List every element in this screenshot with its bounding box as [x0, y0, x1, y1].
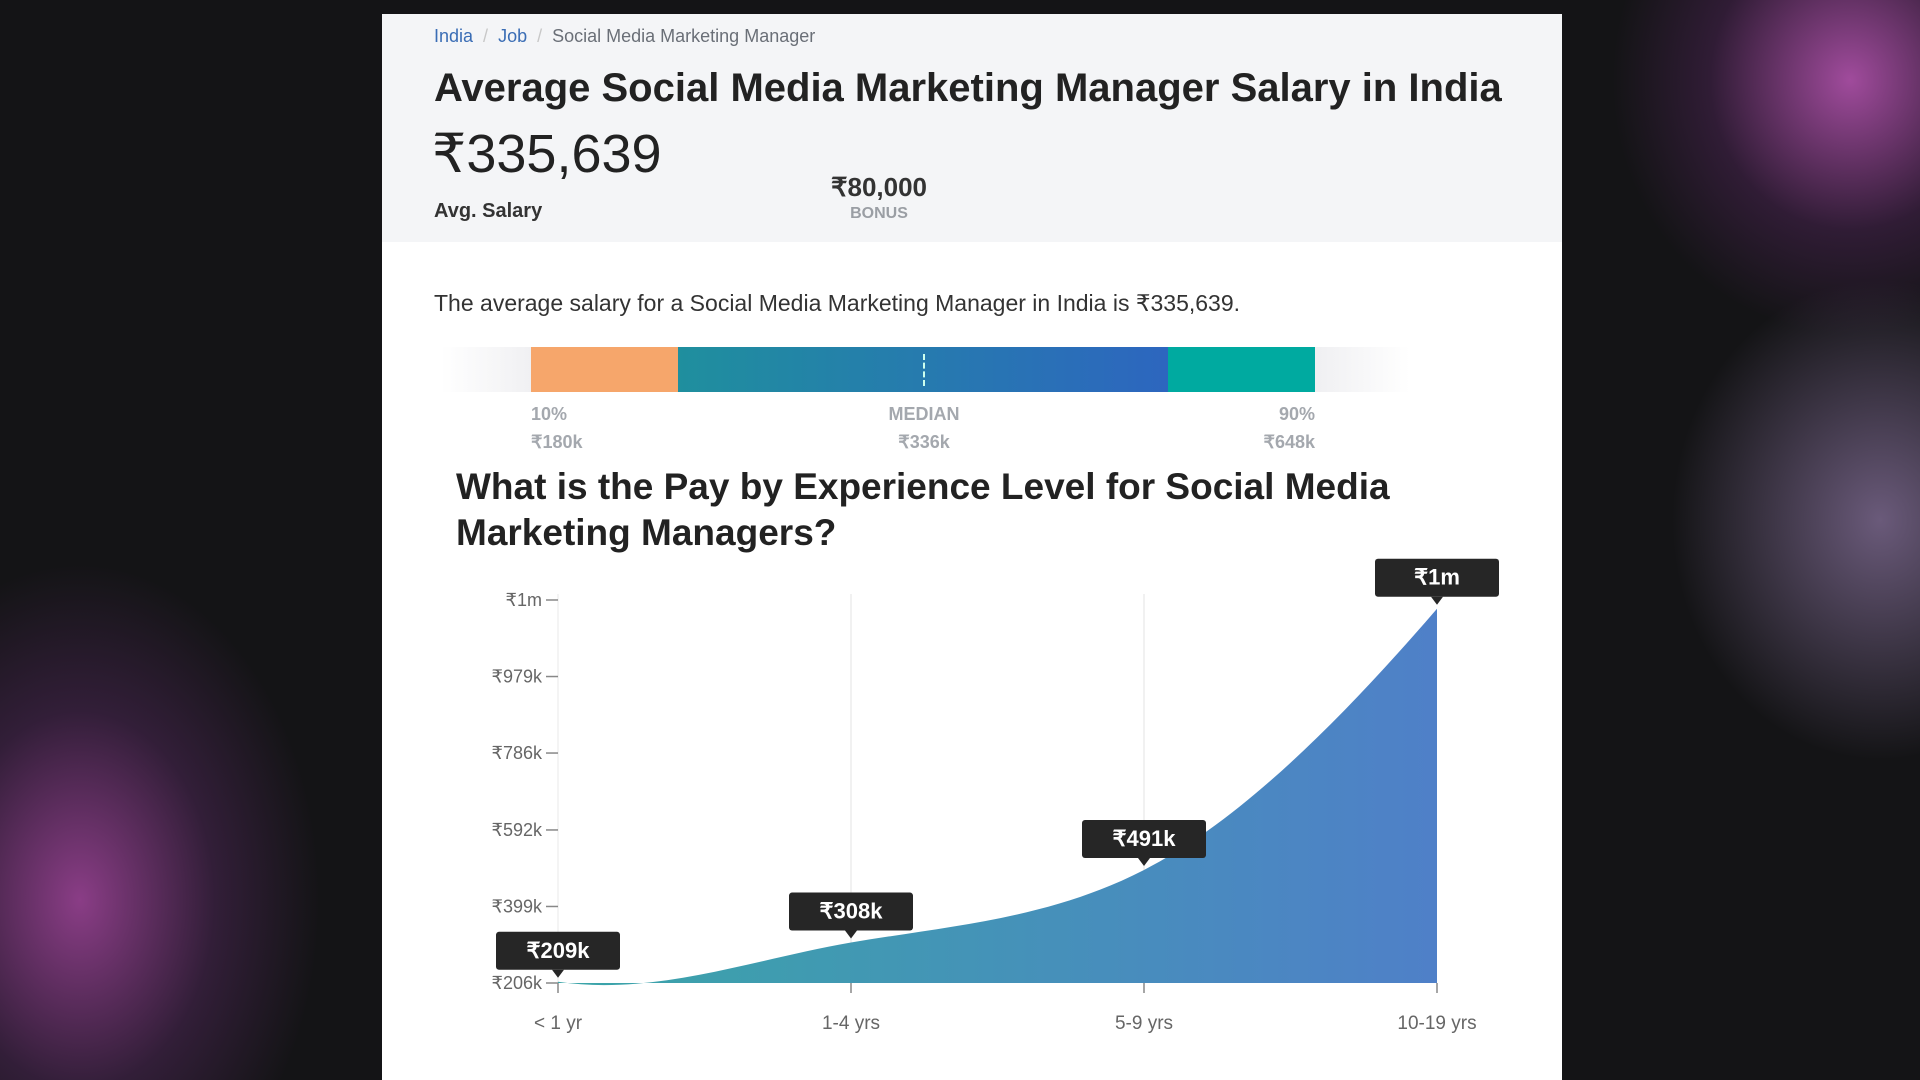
salary-description: The average salary for a Social Media Ma…: [434, 290, 1241, 316]
bonus-label: BONUS: [850, 205, 908, 222]
bonus-value: ₹80,000: [830, 172, 928, 202]
x-tick-label: 10-19 yrs: [1397, 1013, 1476, 1034]
breadcrumb-job[interactable]: Job: [498, 26, 528, 46]
data-label-pointer: [845, 930, 857, 939]
salary-card: India / Job / Social Media Marketing Manager…: [382, 14, 1562, 1080]
x-tick-label: 5-9 yrs: [1115, 1013, 1173, 1034]
data-label-box: [496, 931, 620, 970]
data-label: ₹1m: [1414, 565, 1460, 590]
y-tick-label: ₹786k: [492, 743, 543, 763]
data-label: ₹209k: [527, 938, 591, 963]
y-tick-label: ₹206k: [492, 973, 543, 993]
header-section: India / Job / Social Media Marketing Manager…: [382, 14, 1562, 242]
bonus: ₹80,000 BONUS: [824, 172, 934, 223]
median-label: MEDIAN: [888, 404, 960, 424]
data-label-pointer: [552, 969, 564, 978]
data-label-box: [789, 892, 913, 931]
data-label: ₹308k: [820, 899, 884, 924]
p90-label: 90%: [1278, 404, 1315, 424]
median-marker: [923, 354, 925, 386]
section-title: What is the Pay by Experience Level for …: [456, 466, 1390, 553]
range-bar-p90: [1168, 347, 1315, 392]
data-label-box: [1082, 820, 1206, 859]
breadcrumb: India / Job / Social Media Marketing Manager: [434, 26, 816, 46]
avg-salary-label: Avg. Salary: [434, 200, 543, 222]
data-label: ₹491k: [1113, 826, 1177, 851]
x-tick-label: 1-4 yrs: [822, 1013, 880, 1034]
x-tick-label: < 1 yr: [534, 1013, 583, 1034]
p90-value: ₹648k: [1263, 432, 1316, 452]
median-value: ₹336k: [898, 432, 950, 452]
breadcrumb-india[interactable]: India: [434, 26, 474, 46]
avg-salary-value: ₹335,639: [432, 124, 662, 184]
p10-label: 10%: [531, 404, 568, 424]
data-label-box: [1375, 558, 1499, 597]
y-tick-label: ₹399k: [492, 896, 543, 916]
y-tick-label: ₹979k: [492, 667, 543, 687]
salary-area: [558, 608, 1437, 986]
page-title: Average Social Media Marketing Manager S…: [434, 66, 1502, 110]
range-bar-p10: [531, 347, 678, 392]
breadcrumb-current: Social Media Marketing Manager: [552, 26, 816, 46]
data-label-pointer: [1138, 858, 1150, 867]
y-tick-label: ₹592k: [492, 820, 543, 840]
experience-chart: ₹206k ₹399k ₹592k ₹786k ₹979k ₹1m < 1 yr 1-4 yr…: [492, 558, 1499, 1034]
data-label-pointer: [1431, 596, 1443, 605]
y-tick-label: ₹1m: [506, 590, 542, 610]
p10-value: ₹180k: [531, 432, 583, 452]
